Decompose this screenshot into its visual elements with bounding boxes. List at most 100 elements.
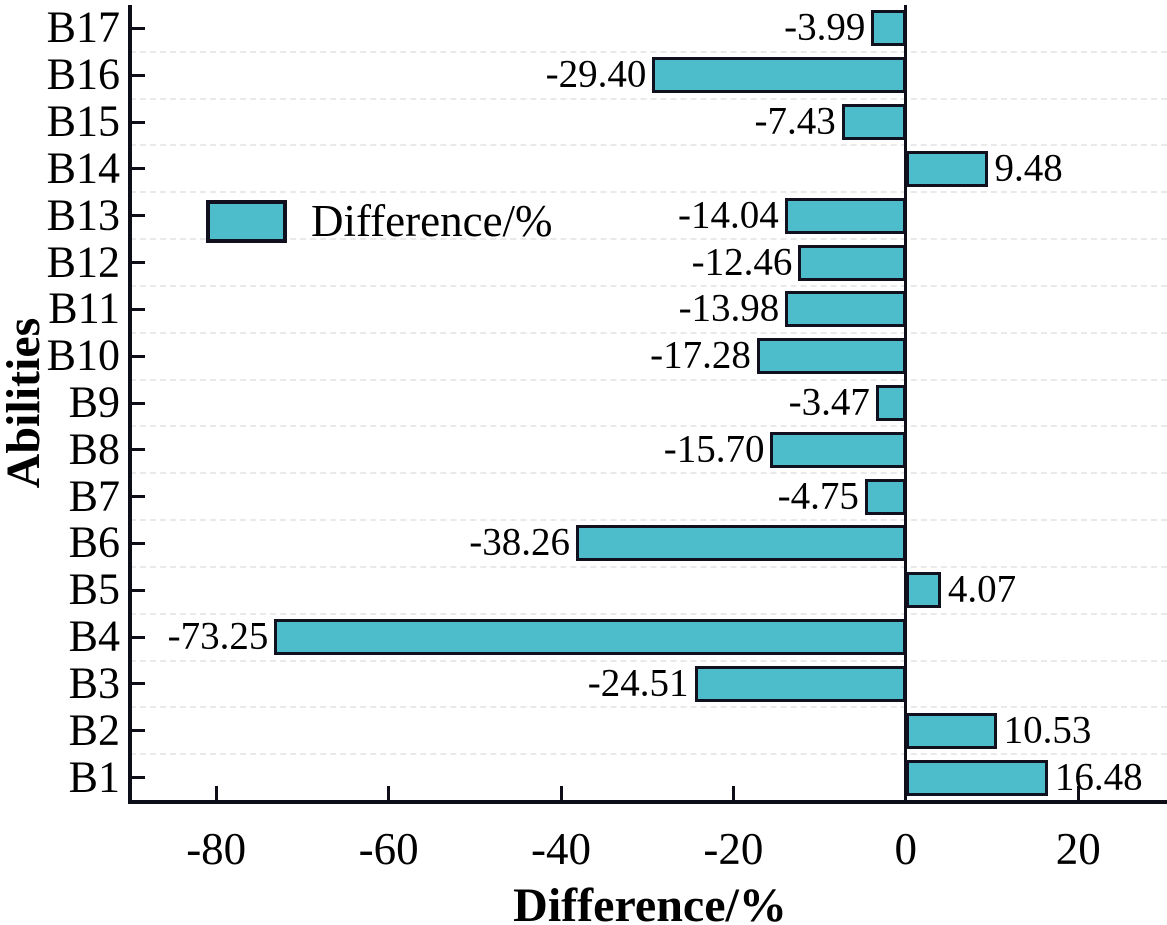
bar-b8 [770,431,906,468]
bar-value-label: -3.47 [788,380,870,424]
x-tick [731,786,735,801]
y-tick [130,307,145,311]
x-tick-label: -40 [531,824,591,874]
x-tick-label: -20 [703,824,764,874]
y-tick [130,401,145,405]
x-tick [214,786,218,801]
y-category-label: B2 [68,705,120,755]
bar-b5 [905,572,941,609]
x-tick-label: -60 [358,824,419,874]
gridline [130,565,1167,568]
y-category-label: B12 [46,236,120,286]
bar-value-label: 10.53 [1003,708,1092,752]
gridline [130,519,1167,522]
y-category-label: B6 [68,517,120,567]
x-tick-label: -80 [186,824,247,874]
bar-b11 [785,291,906,328]
y-tick [130,354,145,358]
bar-b15 [841,104,906,141]
y-category-label: B1 [68,752,120,802]
bar-value-label: -3.99 [784,6,866,50]
y-category-label: B17 [46,2,120,52]
y-category-label: B10 [46,330,120,380]
legend: Difference/% [206,196,553,246]
gridline [130,144,1167,147]
bar-b9 [875,385,906,421]
bar-b14 [905,150,988,187]
gridline [130,331,1167,334]
bar-value-label: -7.43 [754,99,836,143]
gridline [130,659,1167,662]
gridline [130,284,1167,287]
y-category-label: B3 [68,658,120,708]
bar-b4 [274,619,906,656]
y-category-label: B16 [46,49,120,99]
bar-b17 [871,10,906,47]
bar-b3 [694,665,906,702]
x-tick [1076,786,1080,801]
y-tick [130,261,145,265]
bar-value-label: -4.75 [777,474,859,518]
gridline [130,50,1167,53]
y-category-label: B14 [46,143,120,193]
x-tick [387,786,391,801]
y-tick [130,120,145,124]
bar-value-label: -15.70 [663,427,765,471]
bar-b16 [652,57,906,94]
gridline [130,378,1167,381]
x-axis-title: Difference/% [513,879,787,925]
bar-b6 [576,525,906,562]
bar-value-label: -12.46 [691,240,793,284]
x-axis-spine [128,800,1167,804]
bar-b10 [756,338,906,375]
bar-b12 [798,244,906,281]
bar-b1 [905,759,1048,796]
y-category-label: B9 [68,377,120,427]
bar-value-label: -13.98 [678,286,780,330]
bar-b2 [905,712,997,749]
bar-value-label: -14.04 [678,193,779,237]
y-category-label: B4 [68,611,120,661]
gridline [130,706,1167,709]
x-tick [559,786,563,801]
bar-value-label: -38.26 [469,521,571,565]
y-category-label: B5 [68,564,120,614]
legend-swatch [206,200,287,243]
y-category-label: B15 [46,96,120,146]
y-tick [130,541,145,545]
y-tick [130,776,145,780]
y-tick [130,495,145,499]
x-tick-label: 0 [894,824,918,874]
y-tick [130,635,145,639]
bar-value-label: 16.48 [1054,755,1143,799]
gridline [130,191,1167,194]
bar-value-label: -24.51 [587,661,689,705]
bar-value-label: -17.28 [650,333,751,377]
bar-b13 [784,197,906,234]
gridline [130,472,1167,475]
gridline [130,753,1167,756]
bar-b7 [864,478,906,515]
zero-baseline [904,5,908,801]
gridline [130,612,1167,615]
gridline [130,425,1167,428]
y-category-label: B11 [48,283,120,333]
y-tick [130,167,145,171]
y-tick [130,214,145,218]
bar-value-label: 4.07 [947,567,1017,611]
y-category-label: B8 [68,424,120,474]
y-tick [130,73,145,77]
y-tick [130,682,145,686]
legend-label: Difference/% [311,196,553,246]
y-tick [130,729,145,733]
gridline [130,97,1167,100]
bar-value-label: 9.48 [994,146,1063,190]
y-tick [130,588,145,592]
y-category-label: B7 [68,471,120,521]
y-tick [130,448,145,452]
y-category-label: B13 [46,190,120,240]
bar-value-label: -29.40 [545,52,647,96]
bar-value-label: -73.25 [167,614,269,658]
x-tick-label: 20 [1055,824,1101,874]
